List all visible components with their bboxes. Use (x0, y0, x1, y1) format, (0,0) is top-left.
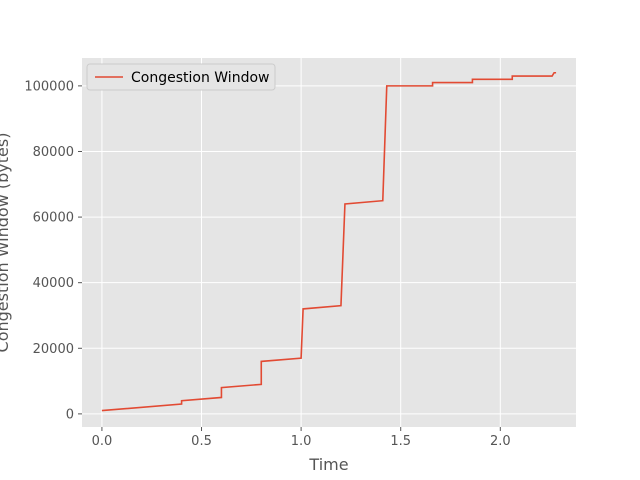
y-tick-label: 100000 (24, 79, 74, 94)
y-tick-label: 60000 (33, 211, 74, 226)
legend-label-congestion-window: Congestion Window (131, 70, 269, 86)
legend: Congestion Window (86, 63, 276, 91)
plot-background (82, 58, 576, 427)
x-axis-label: Time (308, 455, 348, 474)
y-tick-label: 0 (66, 407, 74, 422)
x-tick-label: 0.5 (191, 434, 212, 449)
x-tick-label: 2.0 (490, 434, 511, 449)
y-axis-label: Congestion Window (bytes) (0, 133, 12, 353)
x-grid (101, 58, 501, 431)
x-tick-label: 1.0 (291, 434, 312, 449)
y-tick-label: 80000 (33, 145, 74, 160)
y-tick-label: 20000 (33, 342, 74, 357)
series-line-congestion-window (101, 71, 557, 412)
legend-box (86, 63, 276, 91)
x-tick-labels: 0.0 0.5 1.0 1.5 2.0 (92, 434, 511, 449)
x-tick-label: 1.5 (390, 434, 411, 449)
y-tick-label: 40000 (33, 276, 74, 291)
series-layer (101, 71, 557, 412)
y-tick-labels: 0 20000 40000 60000 80000 100000 (24, 79, 74, 422)
x-tick-label: 0.0 (92, 434, 113, 449)
